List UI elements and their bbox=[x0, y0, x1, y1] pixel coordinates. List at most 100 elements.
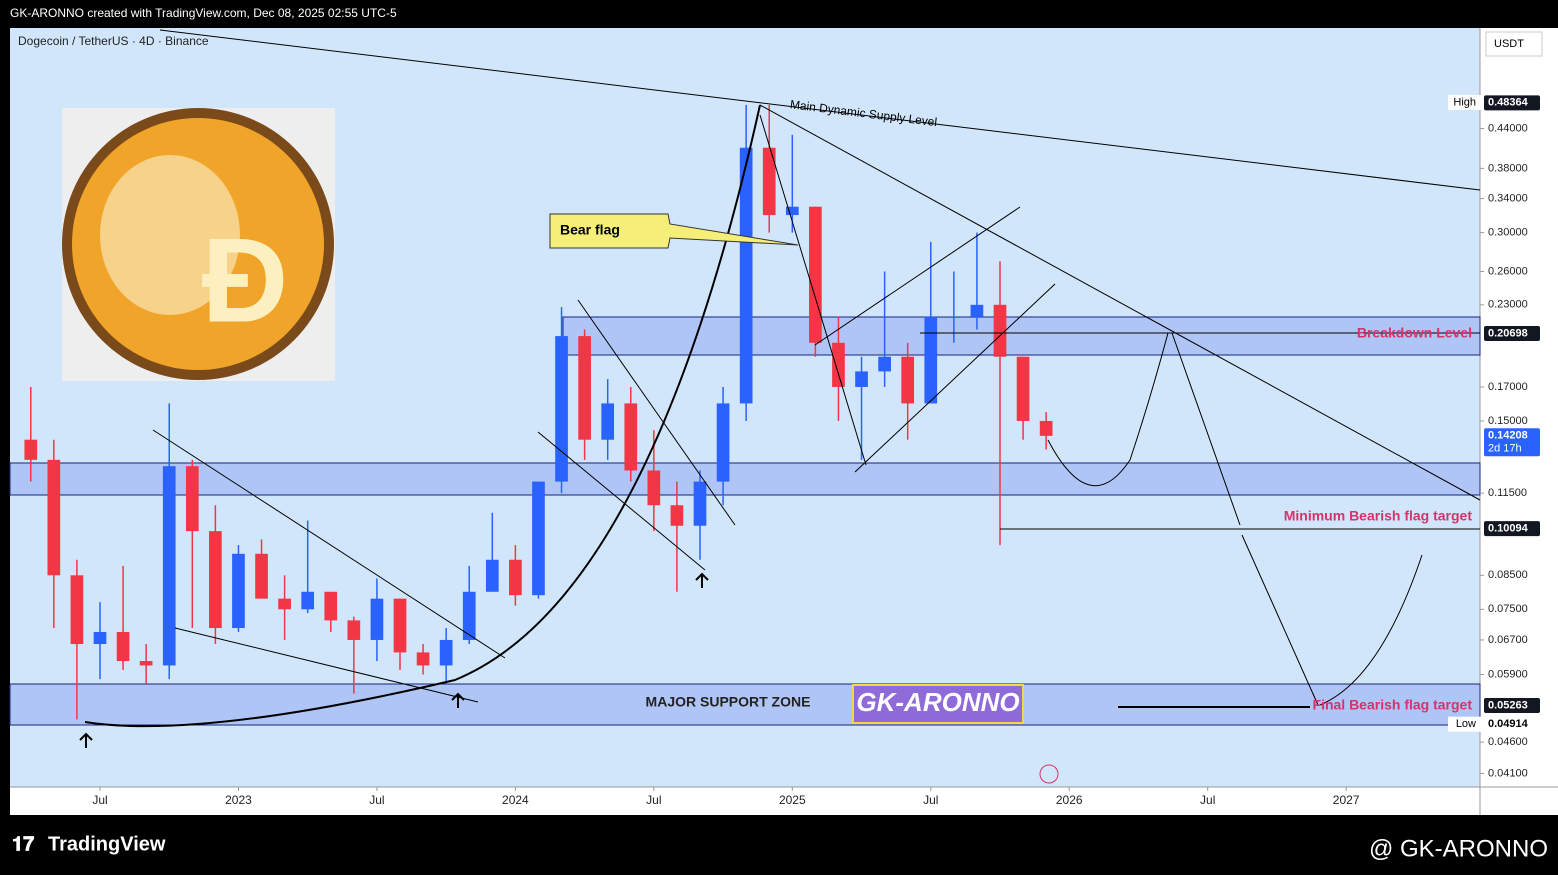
price-label-name-box bbox=[1448, 94, 1482, 110]
x-tick-label: 2026 bbox=[1056, 793, 1083, 807]
candle-body bbox=[301, 591, 315, 610]
price-label-box bbox=[1484, 428, 1540, 457]
candle-body bbox=[347, 620, 361, 640]
candle-body bbox=[93, 631, 107, 645]
candle-body bbox=[739, 147, 753, 404]
annotation: Bear flag bbox=[560, 222, 620, 238]
y-tick-label: 0.04100 bbox=[1488, 767, 1528, 779]
price-label: 0.20698 bbox=[1488, 327, 1528, 339]
candle-body bbox=[647, 470, 661, 506]
price-label-box bbox=[1484, 716, 1540, 732]
candle-body bbox=[993, 304, 1007, 357]
price-label-name-box bbox=[1448, 716, 1482, 732]
watermark-box bbox=[852, 684, 1024, 724]
brand-icon: 𝟏𝟕 bbox=[12, 833, 34, 855]
candle-body bbox=[532, 481, 545, 596]
y-tick-label: 0.38000 bbox=[1488, 162, 1528, 174]
author: @ GK-ARONNO bbox=[1369, 835, 1548, 862]
candle-body bbox=[970, 304, 984, 317]
candle-body bbox=[670, 505, 684, 526]
callout bbox=[549, 213, 799, 249]
price-label: 0.04914 bbox=[1488, 718, 1529, 730]
price-label-name: Low bbox=[1456, 718, 1476, 730]
candle-body bbox=[462, 591, 476, 640]
price-label: 0.14208 bbox=[1488, 430, 1528, 442]
price-label-box bbox=[1484, 95, 1540, 111]
price-label-name: High bbox=[1453, 96, 1476, 108]
currency: USDT bbox=[1494, 38, 1524, 50]
svg-text:Ð: Ð bbox=[202, 214, 289, 348]
x-tick-label: Jul bbox=[369, 793, 384, 807]
candle-body bbox=[47, 459, 61, 576]
candle-body bbox=[947, 316, 961, 318]
annotation: Breakdown Level bbox=[1357, 325, 1472, 341]
y-tick-label: 0.23000 bbox=[1488, 299, 1528, 311]
candle-body bbox=[393, 598, 407, 653]
candle-body bbox=[116, 631, 130, 662]
candle-body bbox=[555, 336, 568, 482]
candle-body bbox=[901, 356, 915, 404]
candle-body bbox=[255, 553, 268, 599]
candle-body bbox=[855, 371, 868, 387]
x-tick-label: Jul bbox=[1200, 793, 1215, 807]
y-tick-label: 0.44000 bbox=[1488, 122, 1528, 134]
y-tick-label: 0.34000 bbox=[1488, 193, 1528, 205]
y-tick-label: 0.07500 bbox=[1488, 603, 1528, 615]
brand: TradingView bbox=[48, 833, 166, 855]
candle-body bbox=[324, 591, 338, 621]
candle-body bbox=[809, 206, 822, 343]
zone bbox=[9, 462, 1481, 496]
candle-body bbox=[162, 466, 176, 666]
x-tick-label: Jul bbox=[92, 793, 107, 807]
zone bbox=[562, 316, 1481, 356]
candle-body bbox=[185, 466, 199, 532]
currency-box[interactable] bbox=[1485, 31, 1543, 57]
candle-body bbox=[209, 531, 222, 629]
candle-body bbox=[1039, 420, 1053, 436]
y-tick-label: 0.15000 bbox=[1488, 415, 1528, 427]
candle-body bbox=[70, 575, 84, 645]
y-tick-label: 0.04600 bbox=[1488, 736, 1528, 748]
candle-body bbox=[716, 403, 730, 482]
candle-body bbox=[578, 336, 591, 440]
y-tick-label: 0.26000 bbox=[1488, 265, 1528, 277]
candle-body bbox=[878, 356, 891, 372]
watermark: GK-ARONNO bbox=[856, 687, 1019, 717]
y-tick-label: 0.08500 bbox=[1488, 569, 1528, 581]
candle-body bbox=[1016, 356, 1030, 421]
x-tick-label: Jul bbox=[923, 793, 938, 807]
x-tick-label: 2027 bbox=[1333, 793, 1360, 807]
symbol-title: Dogecoin / TetherUS · 4D · Binance bbox=[18, 34, 209, 48]
candle-body bbox=[601, 403, 615, 440]
icon bbox=[1039, 764, 1059, 784]
price-label-note: 2d 17h bbox=[1488, 443, 1522, 455]
candle-body bbox=[624, 403, 638, 471]
candle-body bbox=[785, 206, 799, 216]
candle-body bbox=[416, 652, 430, 666]
candle-body bbox=[485, 559, 499, 592]
annotation: MAJOR SUPPORT ZONE bbox=[646, 694, 811, 710]
candles bbox=[24, 104, 1053, 720]
price-label: 0.05263 bbox=[1488, 699, 1528, 711]
candle-body bbox=[832, 342, 845, 387]
x-tick-label: 2023 bbox=[225, 793, 252, 807]
candle-body bbox=[232, 553, 245, 629]
x-tick-label: 2024 bbox=[502, 793, 529, 807]
price-label-box bbox=[1484, 521, 1540, 537]
y-tick-label: 0.17000 bbox=[1488, 381, 1528, 393]
x-tick-label: Jul bbox=[646, 793, 661, 807]
candle-body bbox=[924, 316, 938, 404]
candle-body bbox=[693, 481, 707, 526]
drawings bbox=[84, 29, 1481, 728]
header: GK-ARONNO created with TradingView.com, … bbox=[10, 6, 397, 20]
annotation: Minimum Bearish flag target bbox=[1284, 508, 1473, 524]
y-tick-label: 0.30000 bbox=[1488, 227, 1528, 239]
annotation: Final Bearish flag target bbox=[1313, 697, 1473, 713]
y-tick-label: 0.06700 bbox=[1488, 634, 1528, 646]
candle-body bbox=[762, 147, 776, 216]
price-label-box bbox=[1484, 325, 1540, 341]
x-tick-label: 2025 bbox=[779, 793, 806, 807]
candle-body bbox=[509, 559, 522, 596]
